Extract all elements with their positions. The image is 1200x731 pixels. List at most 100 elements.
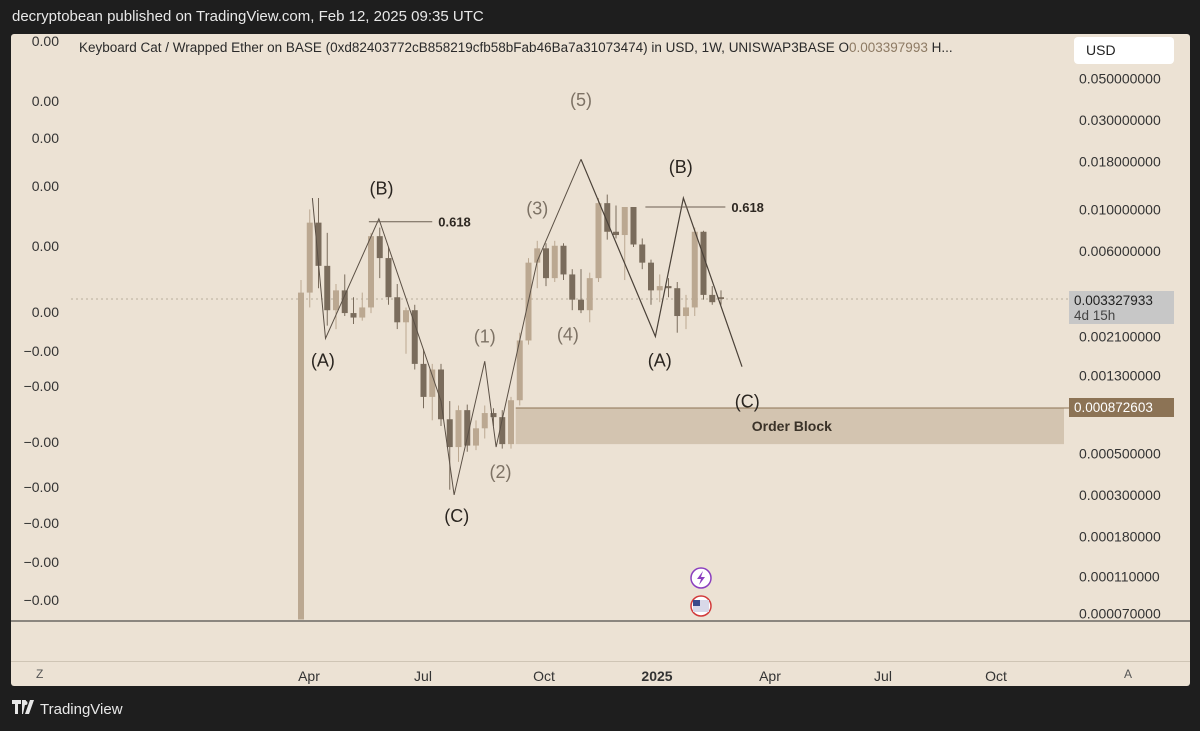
candle-body (464, 410, 471, 446)
left-axis-tick: −0.00 (24, 554, 60, 570)
candle-body (499, 417, 506, 445)
wave-label: (B) (669, 157, 693, 177)
wave-path-left (311, 159, 582, 496)
wave-label: (1) (474, 327, 496, 347)
left-axis-tick: 0.00 (32, 130, 59, 146)
right-axis-tick: 0.001300000 (1079, 368, 1161, 384)
x-axis-tick: 2025 (641, 668, 672, 684)
candle-body (429, 369, 436, 397)
right-axis-tick: 0.030000000 (1079, 112, 1161, 128)
left-axis-tick: −0.00 (24, 479, 60, 495)
right-axis-tick: 0.000300000 (1079, 487, 1161, 503)
candle-body (411, 310, 418, 364)
candle-body (438, 369, 444, 420)
left-axis-tick: 0.00 (32, 304, 59, 320)
right-axis-tick: 0.002100000 (1079, 328, 1161, 344)
candle-body (516, 340, 523, 401)
candle-body (586, 278, 593, 311)
ohlc-trailing: H... (931, 40, 953, 55)
left-axis-tick: 0.00 (32, 178, 59, 194)
level-price-tag: 0.000872603 (1069, 398, 1174, 417)
footer-brand-text: TradingView (40, 700, 123, 718)
candle-body (446, 419, 453, 448)
chart-canvas[interactable]: Order Block 0.618 0.618 (A) (B) (C) (1) (2) (3) (… (11, 34, 1190, 686)
candle-body (665, 286, 672, 289)
candle-body (700, 231, 707, 295)
candle-body (534, 248, 541, 263)
wave-label: (5) (570, 90, 592, 110)
left-axis-tick: 0.00 (32, 93, 59, 109)
left-axis-tick: −0.00 (24, 592, 60, 608)
candle-body (543, 248, 549, 279)
candle-body (394, 297, 401, 323)
x-axis-tick: Apr (298, 668, 320, 684)
right-axis-tick: 0.050000000 (1079, 70, 1161, 86)
fib-level-label: 0.618 (438, 215, 471, 230)
candle-body (656, 286, 663, 291)
wave-path-right (580, 159, 743, 367)
candle-body (683, 307, 689, 317)
right-axis-tick: 0.000180000 (1079, 529, 1161, 545)
candle-body (560, 245, 567, 275)
candle-body (595, 203, 602, 279)
chart-title: Keyboard Cat / Wrapped Ether on BASE (0x… (79, 40, 953, 55)
candle-body (578, 299, 584, 311)
wave-label: (C) (444, 506, 469, 526)
lightning-bolt-icon (697, 571, 705, 585)
x-axis-tick: Jul (874, 668, 892, 684)
auto-scale-toggle[interactable]: A (1124, 667, 1133, 681)
last-price-value: 0.003327933 (1074, 293, 1153, 308)
candle-body (473, 428, 479, 446)
wave-label: (A) (311, 351, 335, 371)
candle-body (639, 244, 646, 263)
fib-level-label: 0.618 (731, 200, 764, 215)
left-axis-tick: 0.00 (32, 238, 59, 254)
right-axis-tick: 0.006000000 (1079, 243, 1161, 259)
right-axis-tick: 0.000110000 (1079, 569, 1160, 585)
candle-body (709, 294, 716, 303)
wave-label: (4) (557, 324, 579, 344)
open-label: O (838, 40, 849, 55)
candle-body (315, 222, 322, 266)
left-axis-tick: −0.00 (24, 434, 60, 450)
candle-body (341, 290, 348, 314)
wave-label: (C) (735, 391, 760, 411)
candle-body (403, 310, 409, 323)
wave-label: (3) (526, 198, 548, 218)
left-axis-tick: −0.00 (24, 378, 60, 394)
candle-body (324, 265, 331, 311)
left-axis-tick: −0.00 (24, 515, 60, 531)
right-axis-tick: 0.000070000 (1079, 605, 1161, 621)
symbol-description: Keyboard Cat / Wrapped Ether on BASE (0x… (79, 40, 835, 55)
wave-label: (2) (490, 462, 512, 482)
candle-body (385, 258, 392, 298)
candle-body (376, 236, 383, 259)
time-axis-bar (11, 661, 1190, 686)
left-axis-tick: −0.00 (24, 343, 60, 359)
candle-body (630, 207, 637, 245)
candle-body (333, 290, 339, 311)
candle-body (674, 288, 681, 317)
candle-body (420, 363, 427, 397)
x-axis-tick: Jul (414, 668, 432, 684)
candle-body (613, 231, 619, 236)
chart-panel[interactable]: Order Block 0.618 0.618 (A) (B) (C) (1) (2) (3) (… (11, 34, 1190, 686)
x-axis-tick: Oct (533, 668, 555, 684)
candle-body (490, 413, 497, 418)
wave-label: (B) (370, 179, 394, 199)
candle-body (551, 245, 558, 279)
candle-body (359, 307, 366, 318)
candle-body (481, 413, 488, 429)
candle-body (368, 236, 374, 308)
bar-countdown: 4d 15h (1074, 308, 1116, 323)
log-scale-toggle[interactable]: Z (36, 667, 44, 681)
x-axis-tick: Oct (985, 668, 1007, 684)
currency-button[interactable]: USD (1074, 37, 1174, 64)
candle-body (604, 203, 611, 232)
candle-body (718, 297, 724, 299)
open-value: 0.003397993 (849, 40, 928, 55)
candle-body (648, 262, 654, 291)
flag-canton-icon (693, 600, 700, 606)
candle-body (621, 207, 628, 236)
right-axis-tick: 0.000500000 (1079, 445, 1161, 461)
